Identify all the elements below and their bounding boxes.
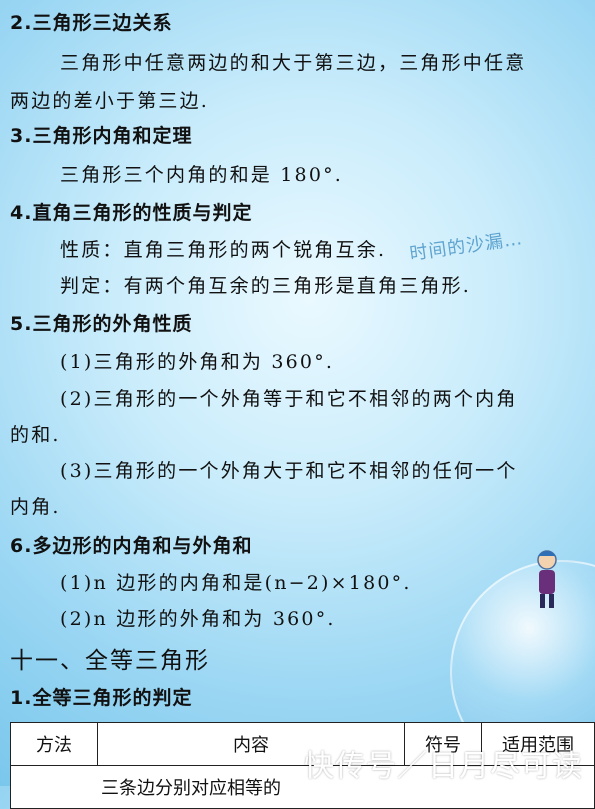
text-line: (1)三角形的外角和为 360°. <box>60 351 335 373</box>
text-line: 三角形三个内角的和是 180°. <box>60 164 344 186</box>
document-page: 2.三角形三边关系 三角形中任意两边的和大于第三边，三角形中任意 两边的差小于第… <box>10 12 595 809</box>
text-line: 内角. <box>10 496 61 518</box>
text-line: 三角形中任意两边的和大于第三边，三角形中任意 <box>60 52 527 74</box>
text-line: (1)n 边形的内角和是(n−2)×180°. <box>60 572 412 594</box>
table-header-cell: 内容 <box>97 722 405 766</box>
text-line: 两边的差小于第三边. <box>10 90 210 112</box>
heading-right-triangle: 4.直角三角形的性质与判定 <box>10 202 253 224</box>
text-line: 的和. <box>10 424 61 446</box>
corner-watermark: 快传号／日月尽可读 <box>304 749 583 784</box>
text-line: (2)n 边形的外角和为 360°. <box>60 608 336 630</box>
heading-polygon-angles: 6.多边形的内角和与外角和 <box>10 535 253 557</box>
heading-triangle-side-relation: 2.三角形三边关系 <box>10 12 173 34</box>
text-line: (3)三角形的一个外角大于和它不相邻的任何一个 <box>60 460 518 482</box>
watermark-text: 时间的沙漏… <box>408 228 525 265</box>
heading-exterior-angle: 5.三角形的外角性质 <box>10 313 193 335</box>
heading-interior-angle-theorem: 3.三角形内角和定理 <box>10 125 193 147</box>
heading-congruence-criteria: 1.全等三角形的判定 <box>10 687 193 709</box>
cartoon-figure-icon <box>537 550 557 608</box>
text-line: 判定：有两个角互余的三角形是直角三角形. <box>60 275 472 297</box>
table-header-cell: 方法 <box>10 722 98 766</box>
text-line: (2)三角形的一个外角等于和它不相邻的两个内角 <box>60 388 518 410</box>
chapter-title: 十一、全等三角形 <box>10 648 210 674</box>
text-line: 性质：直角三角形的两个锐角互余. <box>60 239 387 261</box>
